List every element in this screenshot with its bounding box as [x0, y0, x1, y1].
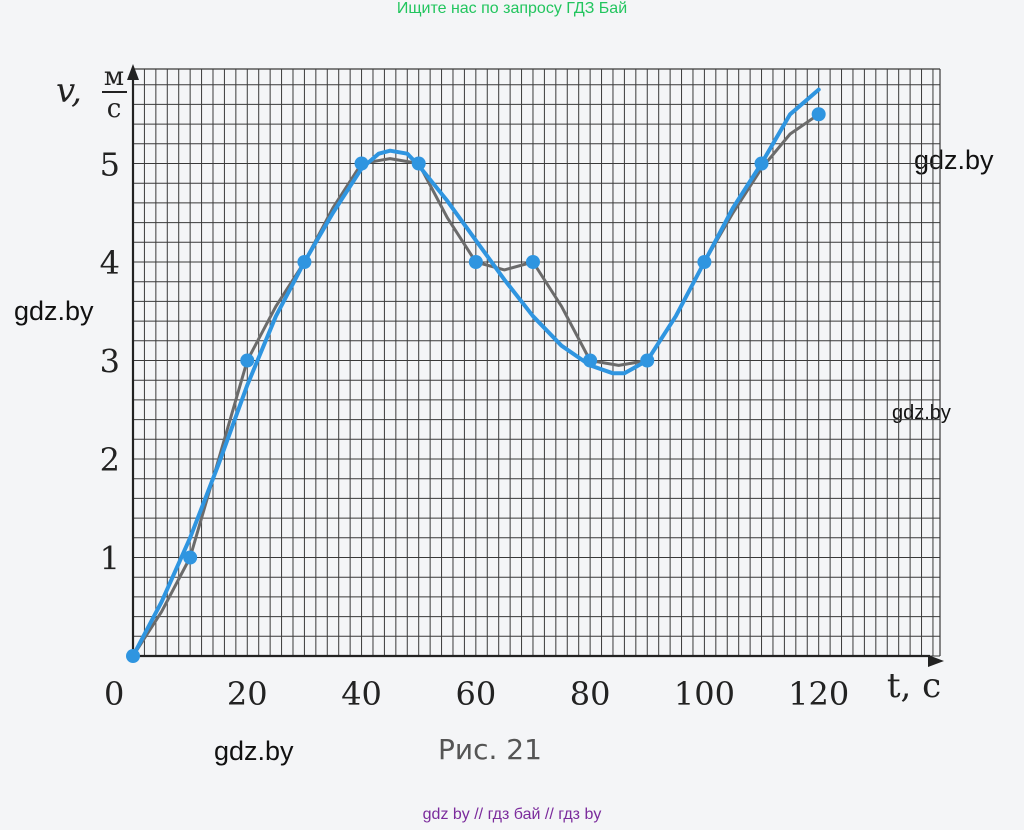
chart-points	[126, 107, 826, 663]
origin-label: 0	[104, 675, 124, 713]
watermark: gdz.by	[14, 296, 94, 326]
data-point	[411, 156, 426, 171]
chart-grid	[132, 68, 941, 657]
data-point	[240, 353, 255, 368]
data-point	[811, 107, 826, 122]
data-point	[297, 255, 312, 269]
y-tick-label: 3	[100, 343, 120, 381]
y-tick-label: 2	[100, 441, 120, 479]
x-axis-label: t, с	[887, 666, 941, 706]
y-tick-label: 5	[100, 146, 120, 184]
x-tick-label: 120	[788, 675, 849, 713]
x-tick-label: 20	[227, 675, 268, 713]
data-point	[183, 550, 198, 565]
y-axis-arrow	[127, 64, 139, 80]
y-tick-label: 4	[100, 244, 120, 282]
x-tick-label: 60	[455, 675, 496, 713]
x-tick-label: 100	[674, 675, 735, 713]
data-point	[754, 156, 769, 171]
chart-axes	[127, 64, 944, 667]
data-point	[697, 255, 712, 269]
y-tick-label: 1	[100, 540, 120, 578]
watermark: gdz.by	[214, 736, 294, 766]
data-point	[468, 255, 483, 269]
data-point	[354, 156, 369, 171]
data-point	[640, 353, 655, 368]
x-tick-label: 80	[570, 675, 611, 713]
figure-caption: Рис. 21	[438, 733, 542, 766]
chart-labels: 20 40 60 80 100 120 1 2 3 4 5 0 t, с v, мс	[56, 62, 941, 713]
watermark: gdz.by	[914, 145, 994, 175]
series-smoothed-fit	[131, 87, 821, 658]
y-axis-unit-numerator: м	[104, 62, 124, 92]
footer-links[interactable]: gdz by // гдз бай // гдз by	[422, 806, 602, 823]
x-axis-arrow	[928, 655, 944, 667]
data-point	[583, 353, 598, 368]
y-axis-unit-denominator: с	[107, 94, 122, 124]
data-point	[525, 255, 540, 269]
data-point	[126, 649, 140, 663]
x-tick-label: 40	[341, 675, 382, 713]
top-search-link[interactable]: Ищите нас по запросу ГДЗ Бай	[396, 0, 628, 17]
y-axis-symbol: v,	[56, 71, 82, 111]
